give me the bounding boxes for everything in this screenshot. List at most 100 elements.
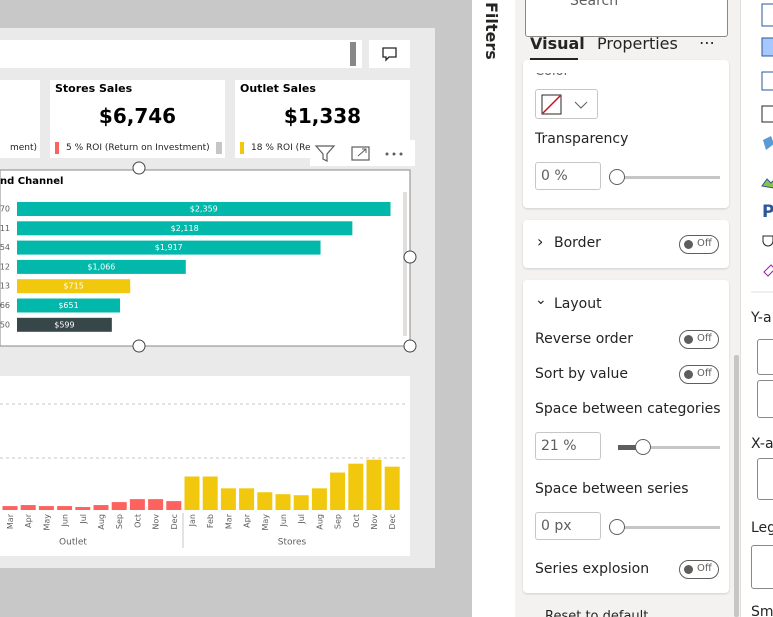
well-label: Y-a xyxy=(751,310,772,326)
column xyxy=(166,501,182,510)
slider-track xyxy=(618,526,720,529)
color-label: Color xyxy=(535,64,569,79)
well-label: Leg xyxy=(751,520,773,536)
y-tick-label: 70 xyxy=(0,205,10,214)
comment-button[interactable] xyxy=(369,40,410,68)
toggle[interactable]: Off xyxy=(679,365,719,384)
bar xyxy=(17,298,121,313)
x-tick-label: Sep xyxy=(334,514,343,529)
filters-label: Filters xyxy=(482,2,501,60)
header-icons xyxy=(314,145,403,162)
data-label: $2,118 xyxy=(171,224,199,233)
spinner[interactable]: 0 px xyxy=(535,512,601,540)
y-tick-label: 54 xyxy=(0,243,10,252)
column xyxy=(239,488,255,510)
card-value: $1,338 xyxy=(283,104,362,128)
column xyxy=(184,476,200,510)
scrollbar xyxy=(403,192,407,336)
tab[interactable]: Properties xyxy=(597,34,678,53)
spinner-value: 0 % xyxy=(541,168,568,184)
column-chart: Mar Apr May Jun Jul Aug Sep Oct Nov Dec Outlet Jan F… xyxy=(0,376,410,556)
bar xyxy=(17,240,321,255)
column xyxy=(111,502,127,510)
x-tick-label: Oct xyxy=(133,514,142,528)
field-well[interactable] xyxy=(757,339,773,375)
column xyxy=(348,463,364,510)
column xyxy=(257,492,273,510)
qa-box[interactable] xyxy=(0,40,362,68)
column xyxy=(202,476,218,510)
resize-handles xyxy=(132,161,417,353)
x-tick-label: Jul xyxy=(297,514,306,525)
data-label: $1,917 xyxy=(155,243,183,252)
x-tick-label: Dec xyxy=(170,514,179,529)
visual-frame xyxy=(0,169,411,347)
section[interactable]: › Border Off xyxy=(523,220,729,268)
x-tick-label: Jan xyxy=(188,514,197,527)
slider-thumb[interactable] xyxy=(609,169,625,185)
column xyxy=(366,459,382,510)
scrollbar xyxy=(734,355,739,617)
build-pane: P Y-a X-a Leg Sma xyxy=(740,0,773,617)
field-label: Transparency xyxy=(535,131,629,147)
field-well[interactable] xyxy=(757,380,773,418)
x-tick-label: Dec xyxy=(388,514,397,529)
y-tick-label: 11 xyxy=(0,224,10,233)
slider-track xyxy=(618,446,720,449)
bar xyxy=(17,221,353,236)
bar-chart[interactable]: nd Channel 70 $2,359 11 $2,118 54 $1,917 12 $1,… xyxy=(0,168,415,350)
toggle-state: Off xyxy=(697,238,712,249)
card-title: Stores Sales xyxy=(55,82,133,95)
filters-strip[interactable]: Filters xyxy=(472,0,515,617)
slider-thumb[interactable] xyxy=(609,519,625,535)
x-tick-label: May xyxy=(42,514,51,531)
more-button[interactable]: ⋯ xyxy=(699,33,715,52)
y-tick-label: 13 xyxy=(0,282,10,291)
color-icons xyxy=(541,94,588,115)
tab[interactable]: Visual xyxy=(530,34,585,53)
toggle-knob xyxy=(684,240,693,249)
bar xyxy=(17,202,391,216)
visual-header xyxy=(310,140,415,166)
toggle[interactable]: Off xyxy=(679,235,719,254)
well-label: Sma xyxy=(751,604,773,617)
x-tick-label: Mar xyxy=(6,513,15,529)
card-value: $6,746 xyxy=(98,104,177,128)
field-label: Reverse order xyxy=(535,331,634,347)
search-placeholder: Search xyxy=(570,0,619,9)
spinner-value: 0 px xyxy=(541,518,572,534)
toggle[interactable]: Off xyxy=(679,330,719,349)
card-marker xyxy=(240,142,244,154)
toggle-knob xyxy=(684,565,693,574)
toggle-state: Off xyxy=(697,368,712,379)
field-label: Series explosion xyxy=(535,561,650,577)
color-picker[interactable] xyxy=(535,89,598,119)
section: ⌄ Layout Reverse order Off Sort by value… xyxy=(523,280,729,593)
card-caption: 18 % ROI (Ret xyxy=(251,143,315,153)
reset-button[interactable]: Reset to default xyxy=(545,609,649,617)
toggle-state: Off xyxy=(697,333,712,344)
slider-thumb[interactable] xyxy=(635,439,651,455)
spinner[interactable]: 21 % xyxy=(535,432,601,460)
x-tick-label: Nov xyxy=(370,514,379,530)
column xyxy=(75,507,91,510)
chart-title: nd Channel xyxy=(0,176,63,187)
chevron: ⌄ xyxy=(535,292,547,308)
x-tick-label: Apr xyxy=(24,513,33,528)
data-label: $651 xyxy=(58,301,78,310)
bar xyxy=(17,317,112,332)
x-tick-label: Jul xyxy=(79,514,88,525)
toggle-knob xyxy=(684,370,693,379)
data-label: $2,359 xyxy=(190,205,218,214)
kpi-card: Stores Sales $6,746 5 % ROI (Return on I… xyxy=(50,80,225,158)
field-well[interactable] xyxy=(751,545,773,589)
group-label: Outlet xyxy=(59,538,87,548)
toggle[interactable]: Off xyxy=(679,560,719,579)
spinner[interactable]: 0 % xyxy=(535,162,601,190)
svg-text:P: P xyxy=(762,202,773,222)
column xyxy=(57,506,73,510)
column xyxy=(293,495,309,510)
field-well[interactable] xyxy=(757,458,773,500)
x-tick-label: May xyxy=(261,514,270,531)
search-box[interactable]: Search xyxy=(525,0,728,37)
